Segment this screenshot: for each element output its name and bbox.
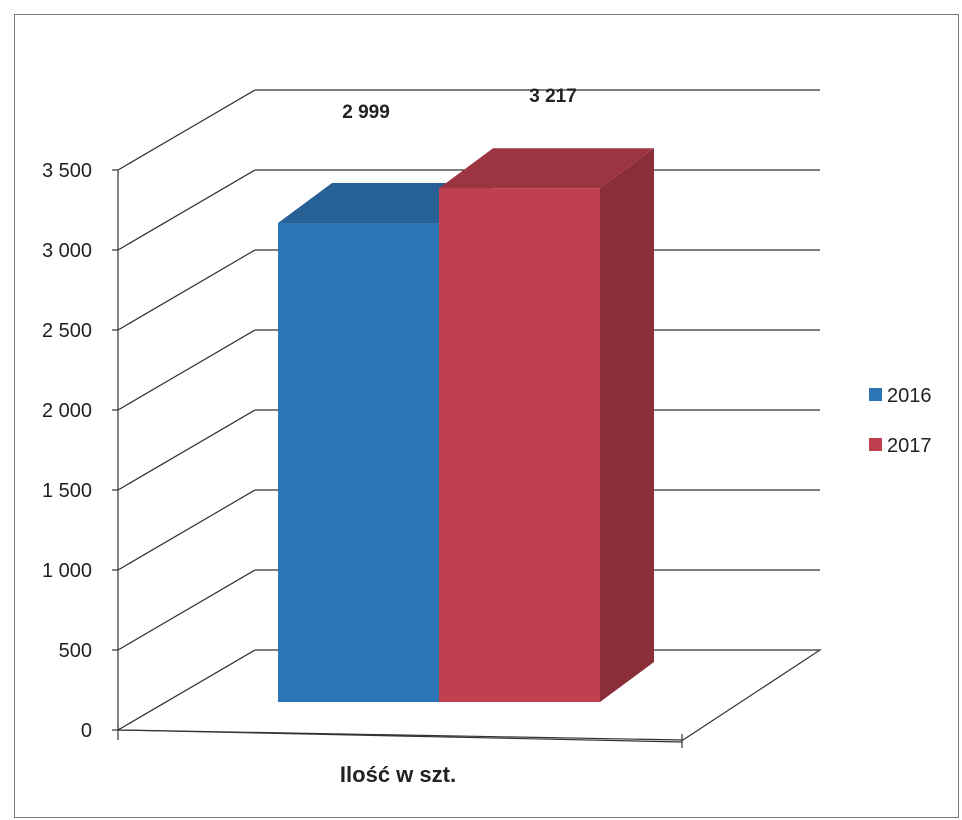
gridline <box>117 89 820 171</box>
legend-label-2016: 2016 <box>887 385 932 407</box>
legend-label-2017: 2017 <box>887 435 932 457</box>
bar-side-2017 <box>600 148 654 702</box>
y-tick-label: 0 <box>81 720 92 742</box>
y-tick-label: 2 500 <box>42 320 92 342</box>
y-tick-label: 3 500 <box>42 160 92 182</box>
bar-front-2017 <box>439 188 600 702</box>
y-tick-label: 1 000 <box>42 560 92 582</box>
y-axis: 0 500 1 000 1 500 2 000 2 500 3 000 3 500 <box>42 160 683 748</box>
x-category-label: Ilość w szt. <box>340 762 456 787</box>
y-tick-label: 500 <box>59 640 92 662</box>
data-label-2017: 3 217 <box>529 86 577 107</box>
bar-top-2017 <box>439 148 654 189</box>
x-axis-line <box>117 729 683 743</box>
floor-plane <box>115 649 823 741</box>
y-tick-label: 2 000 <box>42 400 92 422</box>
data-label-2016: 2 999 <box>342 102 390 123</box>
bar-2017 <box>439 148 654 702</box>
y-tick-label: 1 500 <box>42 480 92 502</box>
y-tick-label: 3 000 <box>42 240 92 262</box>
chart-frame <box>14 14 959 818</box>
data-labels: 2 999 3 217 <box>342 86 577 123</box>
legend-swatch-2017 <box>869 438 882 451</box>
bar-front-2016 <box>278 223 439 703</box>
bars-layer <box>278 148 654 703</box>
legend: 2016 2017 <box>869 385 932 457</box>
legend-swatch-2016 <box>869 388 882 401</box>
